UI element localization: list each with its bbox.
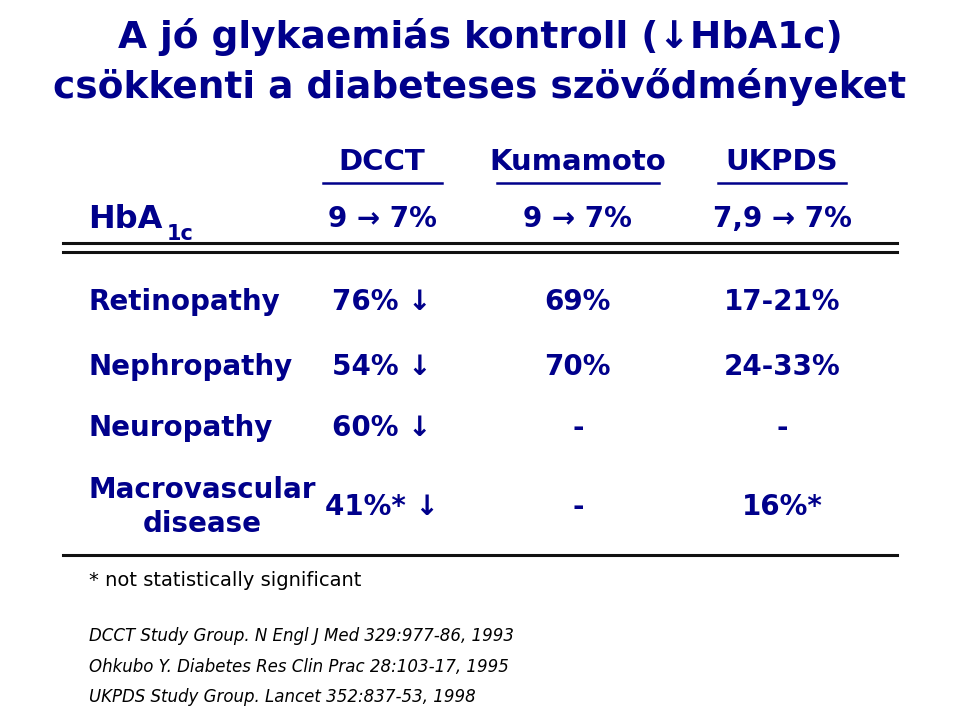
Text: -: -	[572, 414, 584, 441]
Text: -: -	[777, 414, 788, 441]
Text: 41%* ↓: 41%* ↓	[325, 493, 439, 521]
Text: Neuropathy: Neuropathy	[88, 414, 273, 441]
Text: csökkenti a diabeteses szövődményeket: csökkenti a diabeteses szövődményeket	[54, 68, 906, 106]
Text: 54% ↓: 54% ↓	[332, 353, 432, 380]
Text: 69%: 69%	[544, 288, 611, 316]
Text: 7,9 → 7%: 7,9 → 7%	[712, 206, 852, 233]
Text: UKPDS Study Group. Lancet 352:837-53, 1998: UKPDS Study Group. Lancet 352:837-53, 19…	[88, 688, 475, 707]
Text: 9 → 7%: 9 → 7%	[523, 206, 633, 233]
Text: DCCT Study Group. N Engl J Med 329:977-86, 1993: DCCT Study Group. N Engl J Med 329:977-8…	[88, 627, 514, 646]
Text: HbA: HbA	[88, 203, 163, 235]
Text: -: -	[572, 493, 584, 521]
Text: Macrovascular
disease: Macrovascular disease	[88, 475, 316, 539]
Text: 60% ↓: 60% ↓	[332, 414, 432, 441]
Text: Ohkubo Y. Diabetes Res Clin Prac 28:103-17, 1995: Ohkubo Y. Diabetes Res Clin Prac 28:103-…	[88, 658, 509, 677]
Text: 16%*: 16%*	[742, 493, 823, 521]
Text: Nephropathy: Nephropathy	[88, 353, 293, 380]
Text: Retinopathy: Retinopathy	[88, 288, 280, 316]
Text: UKPDS: UKPDS	[726, 148, 838, 175]
Text: * not statistically significant: * not statistically significant	[88, 571, 361, 590]
Text: 17-21%: 17-21%	[724, 288, 840, 316]
Text: 24-33%: 24-33%	[724, 353, 840, 380]
Text: 70%: 70%	[544, 353, 612, 380]
Text: A jó glykaemiás kontroll (↓HbA1c): A jó glykaemiás kontroll (↓HbA1c)	[118, 18, 842, 56]
Text: 1c: 1c	[167, 224, 194, 244]
Text: 76% ↓: 76% ↓	[332, 288, 432, 316]
Text: 9 → 7%: 9 → 7%	[327, 206, 437, 233]
Text: DCCT: DCCT	[339, 148, 425, 175]
Text: Kumamoto: Kumamoto	[490, 148, 666, 175]
